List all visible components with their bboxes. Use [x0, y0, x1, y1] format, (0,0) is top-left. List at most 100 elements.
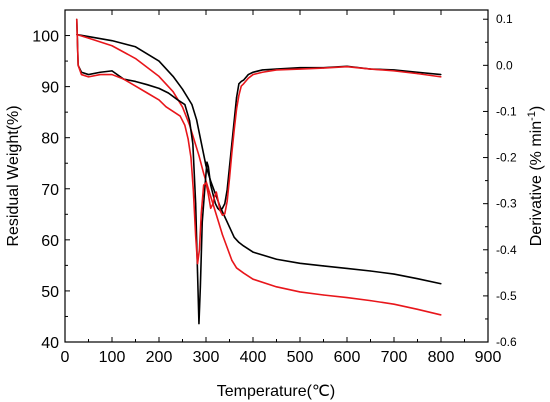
- series-black-right-point: [247, 73, 249, 76]
- series-red-right-point: [210, 207, 212, 209]
- series-black-left-point: [322, 265, 325, 267]
- series-red-right-point: [76, 18, 78, 20]
- series-black-right-point: [87, 73, 90, 76]
- plot-frame: [64, 9, 489, 343]
- x-tick-label: 600: [334, 349, 361, 366]
- series-red-right-point: [212, 203, 214, 205]
- series-red-right-point: [215, 191, 217, 193]
- series-black-left-point: [196, 119, 198, 121]
- series-black-right-point: [184, 103, 186, 106]
- y-right-tick-label: -0.2: [496, 151, 517, 165]
- y-right-tick-label: -0.4: [496, 243, 517, 257]
- series-red-right-point: [184, 124, 186, 126]
- series-red-right-point: [146, 92, 148, 94]
- series-red-right-point: [187, 138, 189, 140]
- series-red-right-point: [219, 209, 221, 212]
- series-black-right-point: [221, 207, 224, 209]
- series-red-left-point: [299, 291, 301, 293]
- series-red-right-point: [77, 64, 79, 66]
- series-red-right-point: [190, 156, 192, 159]
- series-black-right-point: [226, 189, 228, 191]
- series-black-left-point: [233, 236, 235, 238]
- series-black-right-point: [158, 87, 160, 89]
- series-black-left-point: [172, 75, 174, 77]
- series-black-left-point: [393, 273, 395, 275]
- series-red-right-point: [416, 73, 419, 75]
- x-tick-label: 300: [193, 349, 220, 366]
- series-black-right-point: [111, 70, 113, 72]
- series-black-left-point: [238, 241, 240, 243]
- series-red-right-point: [252, 73, 254, 76]
- y-left-tick-label: 90: [41, 80, 59, 97]
- series-black-right-point: [167, 92, 169, 94]
- series-red-right-point: [158, 99, 160, 101]
- series-black-right-point: [210, 184, 212, 186]
- series-red-right-point: [393, 70, 395, 72]
- y-axis-right-title-prefix: Derivative (% min: [528, 121, 545, 246]
- y-axis-left-title: Residual Weight(%): [5, 105, 22, 246]
- series-red-right-point: [111, 73, 113, 76]
- series-red-left-point: [172, 91, 174, 93]
- series-red-right-point: [275, 69, 278, 71]
- series-red-right-point: [192, 189, 194, 191]
- series-red-left-line: [76, 33, 442, 316]
- series-black-right-point: [201, 221, 203, 223]
- series-red-right-point: [240, 85, 242, 87]
- series-black-left-point: [416, 278, 419, 280]
- series-black-right-point: [252, 71, 254, 73]
- y-left-tick-label: 70: [41, 182, 59, 199]
- y-left-tick-label: 50: [41, 284, 59, 301]
- series-red-left-point: [346, 296, 348, 299]
- x-tick-label: 200: [146, 349, 173, 366]
- x-tick-label: 400: [240, 349, 267, 366]
- series-red-right-point: [80, 73, 83, 76]
- series-black-left-point: [228, 226, 231, 228]
- series-black-left-point: [224, 216, 226, 218]
- series-red-right-point: [205, 182, 207, 184]
- series-black-left-point: [440, 283, 442, 285]
- series-red-right-point: [233, 129, 235, 131]
- x-axis-title: Temperature(℃): [217, 383, 335, 400]
- series-red-right-point: [99, 73, 101, 76]
- series-black-left-point: [87, 35, 90, 38]
- series-black-right-point: [206, 161, 208, 163]
- x-tick-label: 0: [61, 349, 70, 366]
- series-red-right-point: [235, 108, 238, 110]
- series-red-right-point: [198, 249, 201, 251]
- series-red-right-point: [165, 106, 167, 108]
- series-red-left-point: [226, 246, 228, 249]
- series-black-right-point: [188, 120, 191, 122]
- series-black-right-point: [177, 99, 179, 101]
- series-red-left-point: [231, 259, 233, 261]
- series-black-left-point: [181, 88, 184, 90]
- series-red-right-point: [87, 76, 90, 78]
- series-black-right-point: [134, 80, 137, 83]
- series-red-right-point: [179, 115, 181, 117]
- series-black-left-point: [243, 245, 245, 247]
- series-black-right-point: [243, 79, 245, 81]
- series-black-right-point: [199, 286, 201, 288]
- series-red-right-point: [213, 196, 216, 198]
- series-black-right-point: [196, 272, 199, 274]
- series-red-left-point: [134, 57, 137, 60]
- series-red-left-point: [275, 286, 278, 288]
- series-red-right-point: [226, 200, 228, 202]
- x-tick-label: 900: [475, 349, 502, 366]
- x-tick-label: 700: [381, 349, 408, 366]
- series-red-right-point: [231, 152, 233, 154]
- series-black-left-point: [200, 142, 202, 144]
- series-black-left-point: [111, 40, 113, 42]
- series-red-left-point: [416, 308, 419, 310]
- series-red-left-point: [252, 278, 254, 280]
- y-right-tick-label: 0.0: [496, 58, 513, 72]
- series-red-right-point: [322, 67, 325, 69]
- series-red-right-point: [243, 83, 245, 85]
- series-black-left-point: [299, 262, 301, 264]
- series-red-right-point: [196, 263, 199, 265]
- x-tick-label: 800: [428, 349, 455, 366]
- series-red-right-point: [172, 110, 174, 113]
- series-black-left-point: [275, 258, 278, 260]
- series-red-right-point: [299, 68, 301, 70]
- series-black-right-point: [99, 71, 101, 73]
